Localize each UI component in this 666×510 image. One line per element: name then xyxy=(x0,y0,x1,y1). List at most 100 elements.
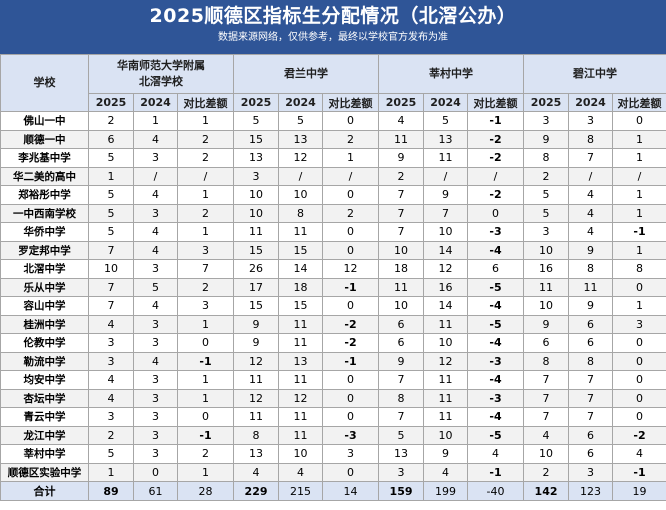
quota-cell: 16 xyxy=(523,259,570,279)
quota-cell: 9 xyxy=(568,296,614,316)
table-row: 华侨中学 5 4 1 11 11 0 7 10 -3 3 4 -1 xyxy=(0,222,666,242)
diff-cell: 1 xyxy=(612,148,666,168)
quota-cell: 6 xyxy=(568,425,614,445)
quota-cell: 3 xyxy=(523,222,570,242)
quota-cell: / xyxy=(133,166,178,186)
diff-cell: 0 xyxy=(612,388,666,408)
quota-cell: 9 xyxy=(378,148,425,168)
quota-cell: 11 xyxy=(278,222,324,242)
table-row: 顺德区实验中学 1 0 1 4 4 0 3 4 -1 2 3 -1 xyxy=(0,462,666,482)
quota-cell: / xyxy=(568,166,614,186)
diff-cell: -4 xyxy=(467,240,525,260)
diff-cell: 4 xyxy=(467,444,525,464)
sub-header-cell: 2025 xyxy=(88,93,134,112)
sub-header-cell: 对比差额 xyxy=(467,93,525,112)
quota-cell: 4 xyxy=(88,388,134,408)
total-value-cell: 89 xyxy=(88,481,134,501)
quota-cell: 12 xyxy=(423,259,469,279)
quota-cell: 3 xyxy=(133,259,178,279)
quota-cell: 7 xyxy=(568,388,614,408)
group-header-hsnu: 华南师范大学附属 北滘学校 xyxy=(87,54,235,94)
school-name-cell: 桂洲中学 xyxy=(0,314,89,334)
quota-cell: 3 xyxy=(88,351,134,371)
diff-cell: / xyxy=(612,166,666,186)
table-row: 伦教中学 3 3 0 9 11 -2 6 10 -4 6 6 0 xyxy=(0,333,666,353)
quota-cell: 5 xyxy=(88,444,134,464)
diff-cell: 3 xyxy=(176,240,235,260)
quota-cell: 9 xyxy=(233,333,280,353)
group-header-junlan: 君兰中学 xyxy=(233,54,380,94)
quota-cell: 11 xyxy=(233,222,280,242)
table-row: 青云中学 3 3 0 11 11 0 7 11 -4 7 7 0 xyxy=(0,407,666,427)
school-name-cell: 李兆基中学 xyxy=(0,148,89,168)
quota-cell: 3 xyxy=(568,462,614,482)
school-name-cell: 容山中学 xyxy=(0,296,89,316)
quota-cell: 3 xyxy=(88,407,134,427)
quota-cell: 2 xyxy=(378,166,425,186)
total-value-cell: 215 xyxy=(278,481,324,501)
quota-cell: 3 xyxy=(133,203,178,223)
school-name-cell: 华二美的高中 xyxy=(0,166,89,186)
quota-cell: 2 xyxy=(88,111,134,131)
diff-cell: 0 xyxy=(322,185,380,205)
quota-cell: 12 xyxy=(278,388,324,408)
diff-cell: -1 xyxy=(467,462,525,482)
quota-cell: 3 xyxy=(133,148,178,168)
quota-cell: 17 xyxy=(233,277,280,297)
diff-cell: 0 xyxy=(612,333,666,353)
sub-header-cell: 2024 xyxy=(133,93,178,112)
quota-cell: 4 xyxy=(278,462,324,482)
sub-header-cell: 对比差额 xyxy=(612,93,666,112)
diff-cell: 1 xyxy=(612,296,666,316)
table-row: 容山中学 7 4 3 15 15 0 10 14 -4 10 9 1 xyxy=(0,296,666,316)
sub-header-cell: 对比差额 xyxy=(322,93,380,112)
quota-cell: 7 xyxy=(568,148,614,168)
corner-header: 学校 xyxy=(0,54,89,112)
quota-cell: 8 xyxy=(233,425,280,445)
quota-cell: 6 xyxy=(88,129,134,149)
school-name-cell: 顺德一中 xyxy=(0,129,89,149)
quota-cell: 5 xyxy=(88,222,134,242)
school-name-cell: 郑裕彤中学 xyxy=(0,185,89,205)
diff-cell: 7 xyxy=(176,259,235,279)
diff-cell: -4 xyxy=(467,370,525,390)
page-subtitle: 数据来源网络，仅供参考，最终以学校官方发布为准 xyxy=(218,32,448,43)
diff-cell: 2 xyxy=(176,444,235,464)
quota-cell: 4 xyxy=(133,296,178,316)
quota-cell: 11 xyxy=(278,314,324,334)
table-body: 佛山一中 2 1 1 5 5 0 4 5 -1 3 3 0 顺德一中 6 4 2 15 13 2 11 13 -2 9 8 1 李兆… xyxy=(0,111,666,482)
quota-cell: 8 xyxy=(568,351,614,371)
quota-cell: 11 xyxy=(423,370,469,390)
diff-cell: 12 xyxy=(322,259,380,279)
table-row: 华二美的高中 1//3//2//2// xyxy=(0,166,666,186)
table-row: 北滘中学 10 3 7 26 14 12 18 12 6 16 8 8 xyxy=(0,259,666,279)
school-name-cell: 莘村中学 xyxy=(0,444,89,464)
table-row: 佛山一中 2 1 1 5 5 0 4 5 -1 3 3 0 xyxy=(0,111,666,131)
quota-cell: 10 xyxy=(423,425,469,445)
diff-cell: 4 xyxy=(612,444,666,464)
diff-cell: 1 xyxy=(322,148,380,168)
quota-cell: 7 xyxy=(423,203,469,223)
diff-cell: -1 xyxy=(467,111,525,131)
diff-cell: 1 xyxy=(176,222,235,242)
allocation-table: 学校 华南师范大学附属 北滘学校 君兰中学 莘村中学 碧江中学 2025 2024… xyxy=(0,54,666,501)
quota-cell: / xyxy=(278,166,324,186)
quota-cell: 10 xyxy=(88,259,134,279)
quota-cell: 3 xyxy=(133,333,178,353)
quota-cell: 2 xyxy=(523,462,570,482)
diff-cell: -5 xyxy=(467,425,525,445)
quota-cell: 5 xyxy=(88,203,134,223)
quota-cell: / xyxy=(423,166,469,186)
total-value-cell: 61 xyxy=(133,481,178,501)
quota-cell: 7 xyxy=(378,185,425,205)
total-value-cell: 123 xyxy=(568,481,614,501)
diff-cell: 1 xyxy=(612,129,666,149)
quota-cell: 7 xyxy=(88,277,134,297)
diff-cell: -1 xyxy=(176,351,235,371)
quota-cell: 15 xyxy=(233,129,280,149)
quota-cell: 8 xyxy=(568,129,614,149)
quota-cell: 3 xyxy=(88,333,134,353)
diff-cell: 0 xyxy=(612,111,666,131)
diff-cell: 0 xyxy=(612,351,666,371)
